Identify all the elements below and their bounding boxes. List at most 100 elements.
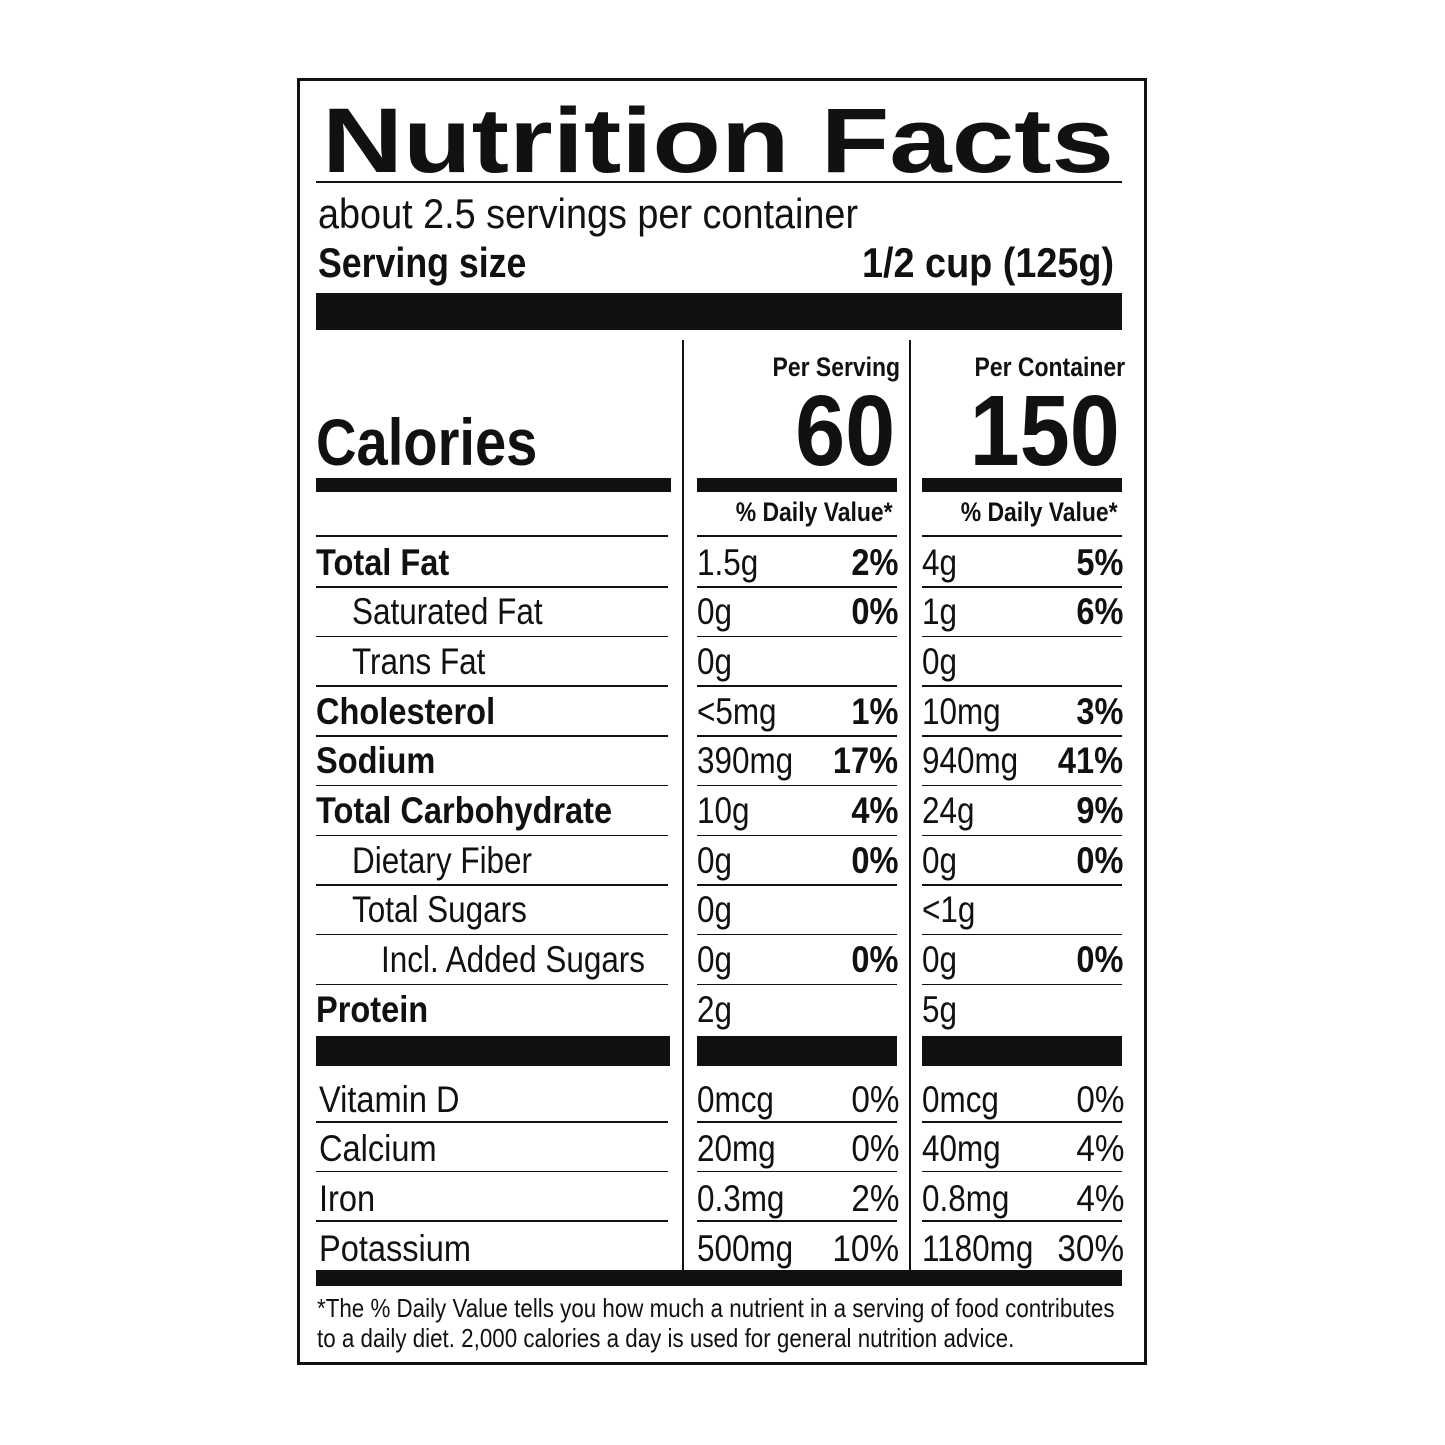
amount: 4g xyxy=(922,541,957,583)
dv-heading: % Daily Value* xyxy=(736,496,893,527)
row-rule xyxy=(922,586,1122,588)
nutrient-name: Cholesterol xyxy=(316,690,496,732)
row-rule xyxy=(697,1170,897,1173)
title-rule xyxy=(316,181,1122,183)
row-rule xyxy=(922,1121,1122,1123)
daily-value: 4% xyxy=(1075,1177,1124,1219)
daily-value: 6% xyxy=(1075,591,1123,633)
row-rule xyxy=(697,784,897,787)
daily-value: 0% xyxy=(1075,1078,1124,1120)
row-rule xyxy=(316,1170,668,1173)
amount: 0g xyxy=(697,591,732,633)
daily-value: 4% xyxy=(1075,1128,1124,1170)
amount: 0mcg xyxy=(922,1078,999,1120)
row-rule xyxy=(316,1220,668,1222)
row-rule xyxy=(922,685,1122,687)
amount: 1.5g xyxy=(697,541,759,583)
nutrient-name: Total Sugars xyxy=(352,889,527,931)
amount: 0g xyxy=(922,640,957,682)
row-rule xyxy=(922,535,1122,537)
daily-value: 0% xyxy=(850,939,898,981)
thick-bar xyxy=(922,1036,1122,1066)
row-rule xyxy=(316,983,668,986)
row-rule xyxy=(316,685,668,687)
amount: 40mg xyxy=(922,1128,1001,1170)
nutrient-name: Protein xyxy=(316,988,429,1030)
row-rule xyxy=(316,735,668,737)
calories-value: 150 xyxy=(969,375,1120,487)
row-rule xyxy=(697,535,897,537)
calories-bar xyxy=(316,478,671,492)
dv-heading: % Daily Value* xyxy=(961,496,1118,527)
daily-value: 5% xyxy=(1075,541,1123,583)
row-rule xyxy=(922,635,1122,638)
daily-value: 0% xyxy=(1075,939,1123,981)
amount: 0g xyxy=(697,839,732,881)
footnote: *The % Daily Value tells you how much a … xyxy=(317,1293,1115,1323)
amount: 1g xyxy=(922,591,957,633)
row-rule xyxy=(922,933,1122,936)
row-rule xyxy=(697,1220,897,1222)
daily-value: 0% xyxy=(850,1078,899,1120)
column-heading: Per Serving xyxy=(772,351,900,382)
row-rule xyxy=(697,884,897,886)
amount: 0g xyxy=(697,939,732,981)
calories-bar xyxy=(697,478,897,492)
row-rule xyxy=(697,834,897,836)
row-rule xyxy=(697,983,897,986)
amount: 5g xyxy=(922,988,957,1030)
amount: 0mcg xyxy=(697,1078,774,1120)
row-rule xyxy=(316,784,668,787)
thick-bar xyxy=(316,1036,670,1066)
daily-value: 9% xyxy=(1075,790,1123,831)
amount: 0g xyxy=(697,640,732,682)
column-divider xyxy=(909,340,911,1270)
daily-value: 41% xyxy=(1057,740,1123,782)
vitamin-name: Iron xyxy=(319,1177,376,1219)
row-rule xyxy=(316,933,668,936)
title: Nutrition Facts xyxy=(322,90,1114,192)
daily-value: 2% xyxy=(850,1177,899,1219)
nutrient-name: Dietary Fiber xyxy=(352,839,533,881)
row-rule xyxy=(922,1170,1122,1173)
thick-bar xyxy=(697,1036,897,1066)
column-heading: Per Container xyxy=(974,351,1125,382)
thick-bar xyxy=(316,293,1122,330)
daily-value: 17% xyxy=(832,740,898,782)
daily-value: 10% xyxy=(832,1227,899,1269)
row-rule xyxy=(922,735,1122,737)
daily-value: 1% xyxy=(850,690,898,732)
row-rule xyxy=(697,1121,897,1123)
label-border xyxy=(297,78,1147,1365)
row-rule xyxy=(316,1121,668,1123)
amount: 0.8mg xyxy=(922,1177,1010,1219)
row-rule xyxy=(316,535,668,537)
row-rule xyxy=(697,685,897,687)
nutrient-name: Total Fat xyxy=(316,541,450,583)
row-rule xyxy=(697,735,897,737)
column-divider xyxy=(682,340,684,1270)
amount: 0g xyxy=(922,839,957,881)
daily-value: 3% xyxy=(1075,690,1123,732)
daily-value: 2% xyxy=(850,541,898,583)
daily-value: 0% xyxy=(850,839,898,881)
amount: 0g xyxy=(922,939,957,981)
daily-value: 0% xyxy=(1075,839,1123,881)
amount: 2g xyxy=(697,988,732,1030)
amount: 390mg xyxy=(697,740,794,782)
calories-label: Calories xyxy=(316,405,538,479)
amount: <1g xyxy=(922,889,976,931)
serving-size-label: Serving size xyxy=(318,239,527,286)
row-rule xyxy=(697,635,897,638)
daily-value: 0% xyxy=(850,591,898,633)
row-rule xyxy=(316,884,668,886)
serving-size: 1/2 cup (125g) xyxy=(861,239,1114,286)
row-rule xyxy=(697,586,897,588)
amount: 1180mg xyxy=(922,1227,1034,1269)
nutrient-name: Total Carbohydrate xyxy=(316,790,613,831)
amount: 0g xyxy=(697,889,732,931)
vitamin-name: Vitamin D xyxy=(319,1078,460,1120)
vitamin-name: Potassium xyxy=(319,1227,472,1269)
nutrient-name: Trans Fat xyxy=(352,640,486,682)
